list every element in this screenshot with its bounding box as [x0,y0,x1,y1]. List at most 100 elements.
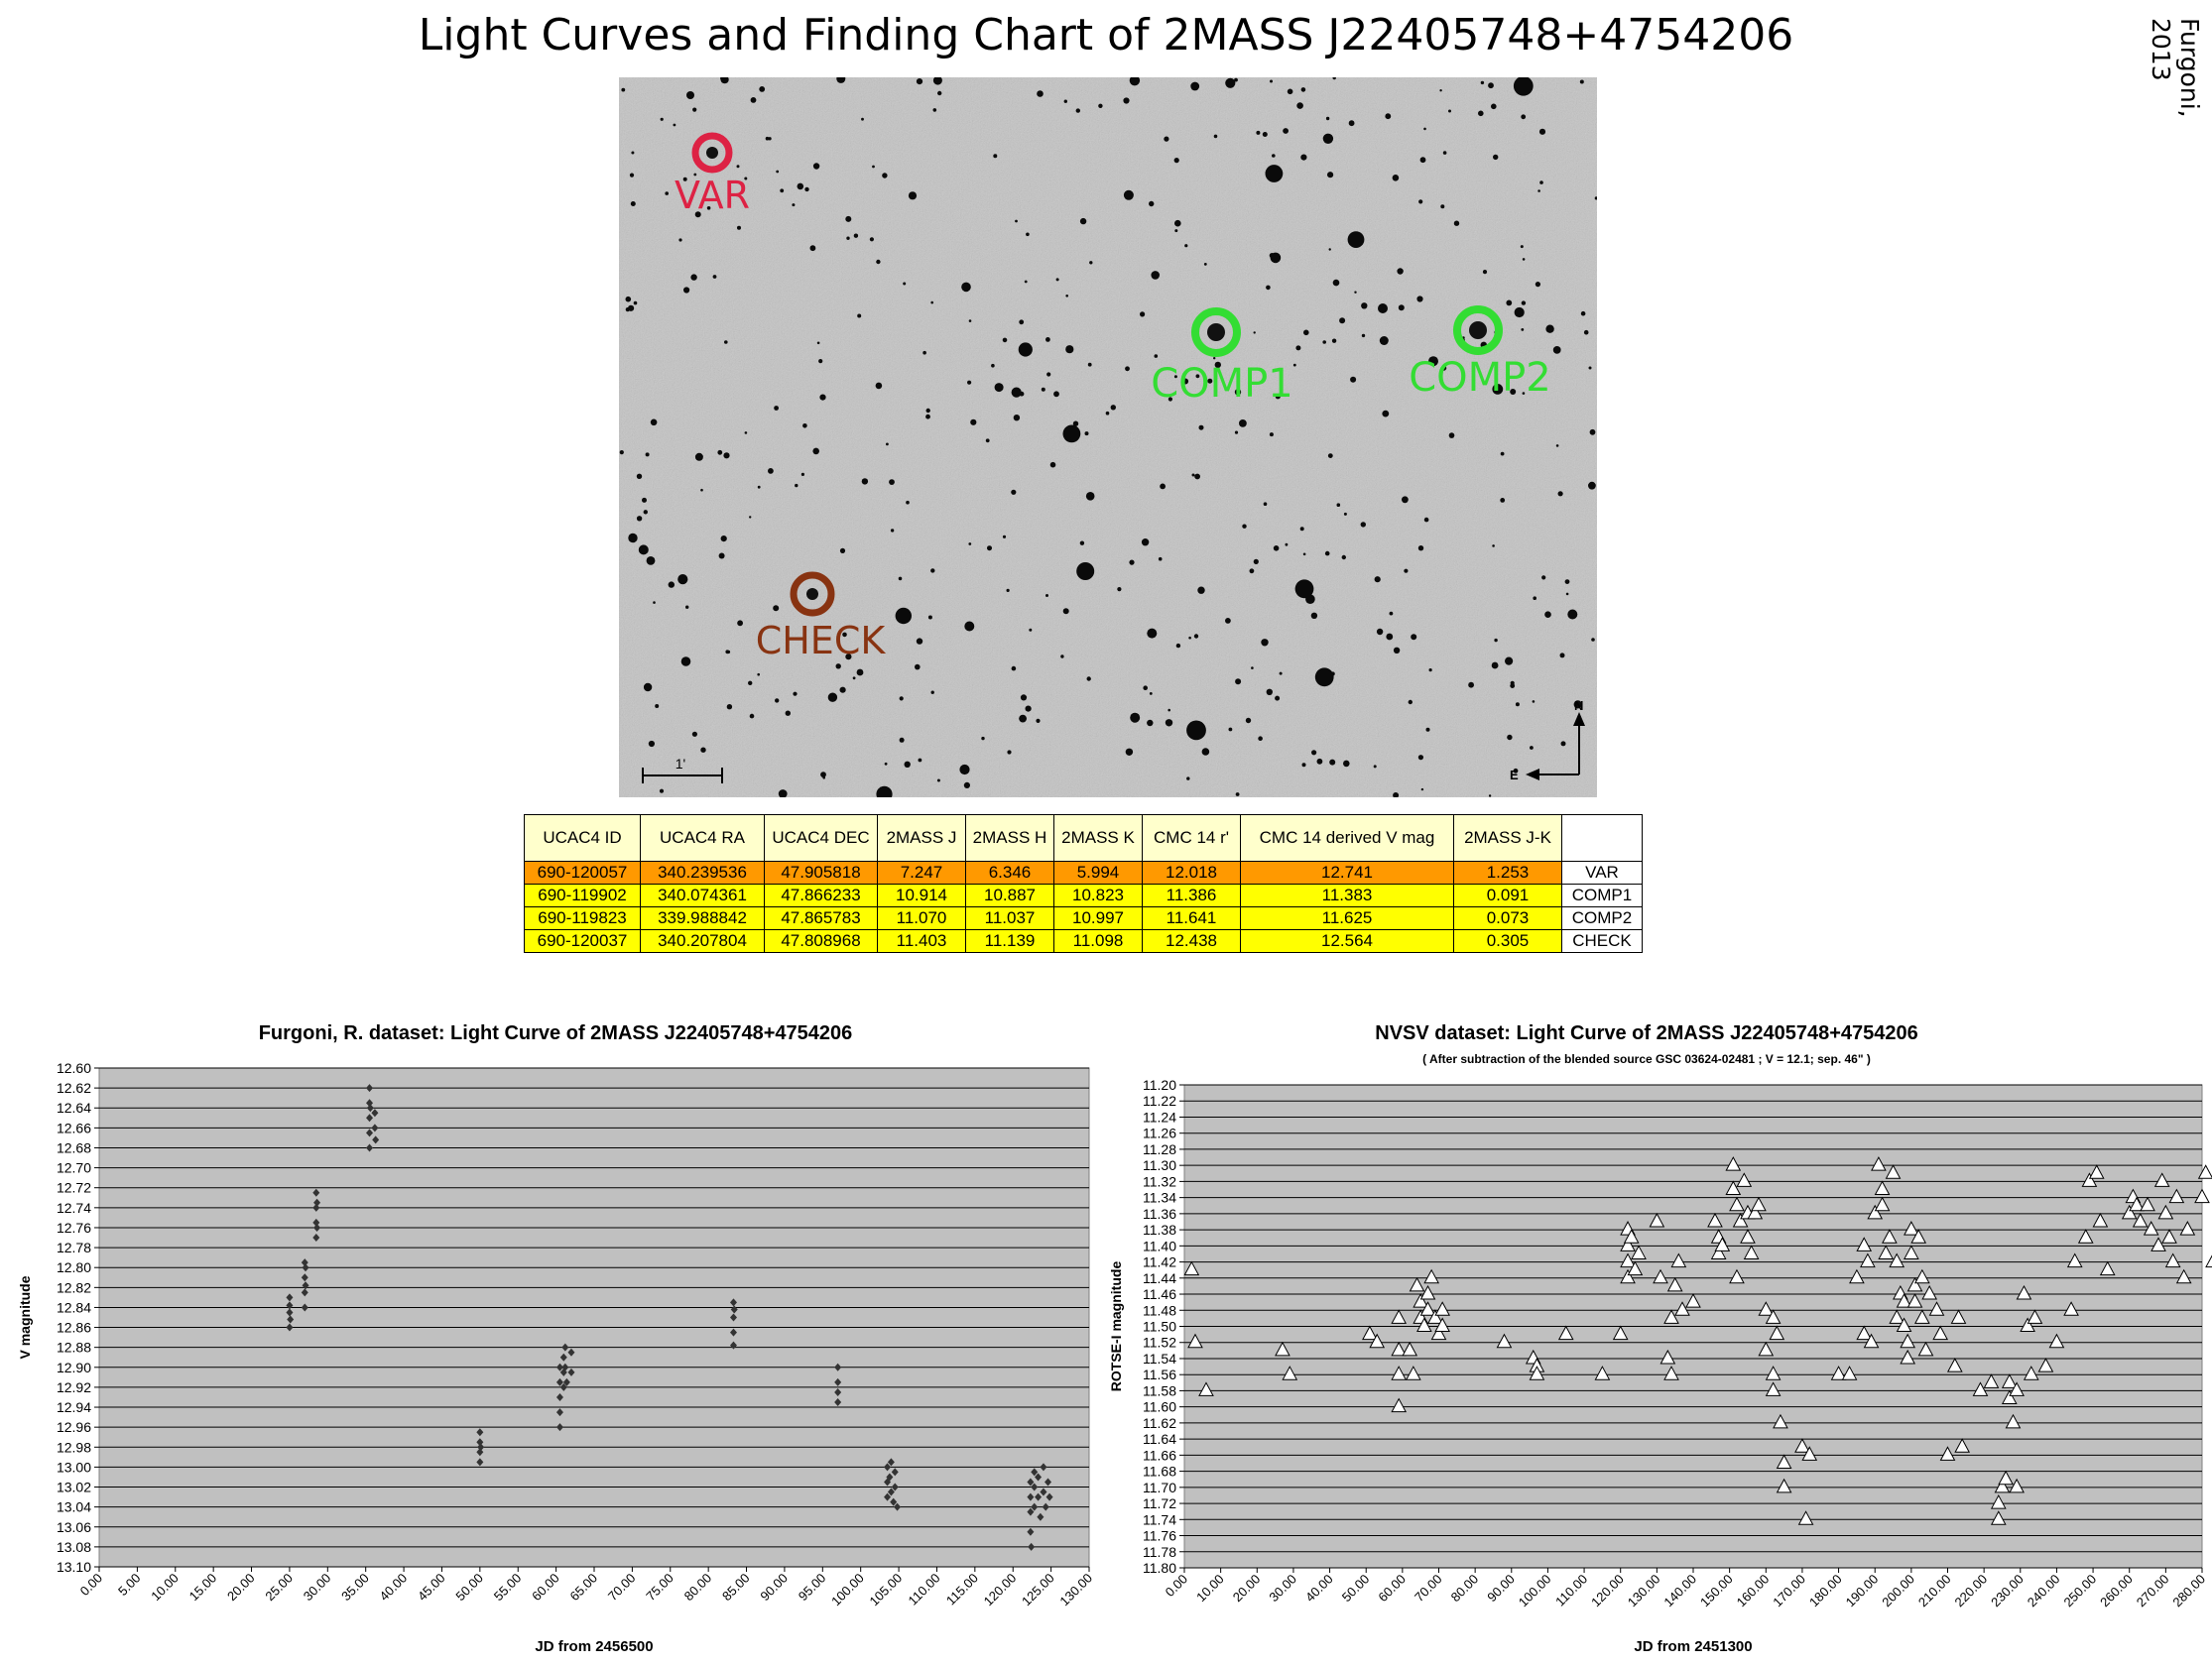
data-point [1990,1510,2007,1525]
data-point [1725,1180,1742,1196]
x-axis-label: JD from 2456500 [535,1638,653,1655]
star [1513,77,1534,96]
star [1521,300,1527,305]
data-point [1896,1317,1912,1332]
star [872,165,875,169]
star [1515,702,1520,707]
y-tick-label: 11.62 [1143,1415,1176,1431]
star [822,776,825,779]
star [1567,609,1578,620]
data-point [286,1301,294,1310]
star [765,136,770,141]
star [792,203,796,207]
data-point [887,1458,895,1467]
star [1195,374,1200,379]
star [1506,299,1513,306]
star [655,704,660,708]
star [1234,430,1239,434]
star [1494,638,1498,643]
star [628,304,635,311]
star [629,173,635,178]
star [985,438,990,443]
star [780,188,785,193]
data-point [1409,1276,1425,1292]
x-tick-label: 140.00 [1660,1572,1699,1610]
x-tick-label: 70.00 [1412,1572,1445,1606]
star [1322,133,1334,144]
star [1049,461,1056,468]
star [1147,628,1158,639]
star [1173,375,1177,379]
star [625,296,632,302]
data-point [2066,1252,2083,1268]
x-tick-label: 105.00 [866,1571,905,1609]
star [1140,311,1146,317]
star [1299,527,1304,532]
star [861,117,864,121]
data-point [1743,1245,1760,1259]
star [1265,165,1284,182]
star [1019,319,1025,325]
star [1089,261,1093,265]
star [1594,196,1597,200]
star [1343,760,1350,768]
data-point [1732,1212,1749,1228]
data-point [1674,1301,1690,1316]
y-tick-label: 11.78 [1143,1544,1176,1560]
star [899,737,905,743]
star [628,533,638,543]
star [1037,90,1044,97]
data-point [2179,1221,2196,1236]
star [927,615,932,620]
data-point [1027,1507,1035,1516]
star [861,478,869,485]
data-point [1670,1252,1687,1268]
y-tick-label: 12.88 [57,1340,91,1356]
star [1419,157,1426,164]
data-point [366,1114,374,1123]
y-tick-label: 13.08 [57,1539,91,1555]
x-tick-label: 220.00 [1952,1572,1991,1610]
x-tick-label: 280.00 [2169,1572,2208,1610]
table-cell: 339.988842 [640,906,765,930]
star [1158,556,1163,561]
table-cell: 10.914 [877,884,966,907]
y-tick-label: 12.64 [57,1100,91,1116]
data-point [834,1377,842,1386]
data-point [1983,1373,2000,1388]
y-axis-label: ROTSE-I magnitude [1108,1261,1124,1392]
star [1167,708,1170,712]
star [1398,304,1405,311]
data-point [555,1423,563,1432]
star [706,206,711,210]
star [1478,110,1484,117]
x-tick-label: 30.00 [301,1571,334,1605]
star [1065,345,1074,354]
x-tick-label: 110.00 [906,1571,943,1608]
y-tick-label: 11.50 [1143,1319,1176,1335]
data-point [1027,1478,1035,1487]
star [1552,346,1561,354]
star [793,691,798,696]
star [1117,587,1122,592]
star [1350,376,1357,383]
star [1513,768,1519,774]
data-point [1406,1366,1421,1380]
star [1029,628,1033,632]
star [1441,365,1447,371]
star [720,77,725,81]
star [1228,727,1233,732]
header-2mass-j: 2MASS J [877,814,966,862]
star [778,789,788,797]
star [932,108,937,112]
data-point [287,1315,295,1324]
star [1279,671,1283,675]
star [925,414,930,419]
data-point [1994,1478,2011,1493]
data-point [1282,1366,1298,1380]
star [1251,666,1254,669]
star [1191,473,1195,477]
var-marker-ring [691,132,733,174]
data-point [286,1293,294,1302]
star [876,259,881,265]
